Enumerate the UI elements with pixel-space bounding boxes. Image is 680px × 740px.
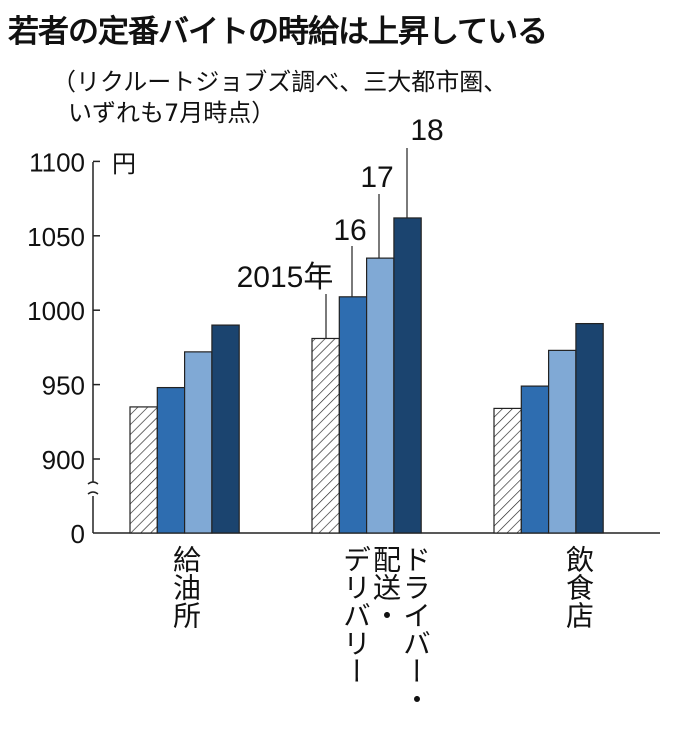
chart-subtitle-line-2: いずれも7月時点） — [68, 99, 276, 127]
category-label-gas-station: 給油所 — [169, 545, 202, 629]
chart-subtitle-line-1: （リクルートジョブズ調べ、三大都市圏、 — [52, 68, 508, 96]
y-tick-label: 0 — [71, 519, 85, 549]
y-tick-label: 1100 — [29, 147, 85, 177]
axis-break-mark — [87, 481, 99, 495]
bar-2015 — [129, 406, 158, 534]
y-tick-label: 1000 — [27, 296, 85, 326]
bar-16 — [520, 385, 550, 534]
category-label-restaurant: 飲食店 — [562, 545, 595, 629]
chart-title: 若者の定番バイトの時給は上昇している — [8, 14, 548, 50]
bar-18 — [575, 322, 604, 534]
y-tick-label: 1050 — [27, 222, 85, 252]
y-tick-label: 900 — [42, 445, 85, 475]
bar-18 — [393, 217, 422, 534]
bar-18 — [211, 324, 240, 534]
bar-16 — [338, 296, 368, 534]
bar-17 — [184, 351, 213, 534]
series-label: 17 — [360, 161, 393, 194]
bar-17 — [547, 349, 577, 534]
series-label: 16 — [333, 214, 366, 247]
series-label: 18 — [410, 114, 443, 147]
category-label-delivery-driver: ドライバー・ 配送・ デリバリー — [339, 545, 432, 713]
bar-2015 — [311, 337, 340, 534]
bar-17 — [366, 257, 395, 534]
bar-16 — [156, 386, 186, 534]
series-label: 2015年 — [237, 261, 334, 294]
y-unit-label: 円 — [112, 150, 136, 178]
bar-2015 — [493, 407, 522, 534]
y-tick-label: 950 — [42, 371, 85, 401]
